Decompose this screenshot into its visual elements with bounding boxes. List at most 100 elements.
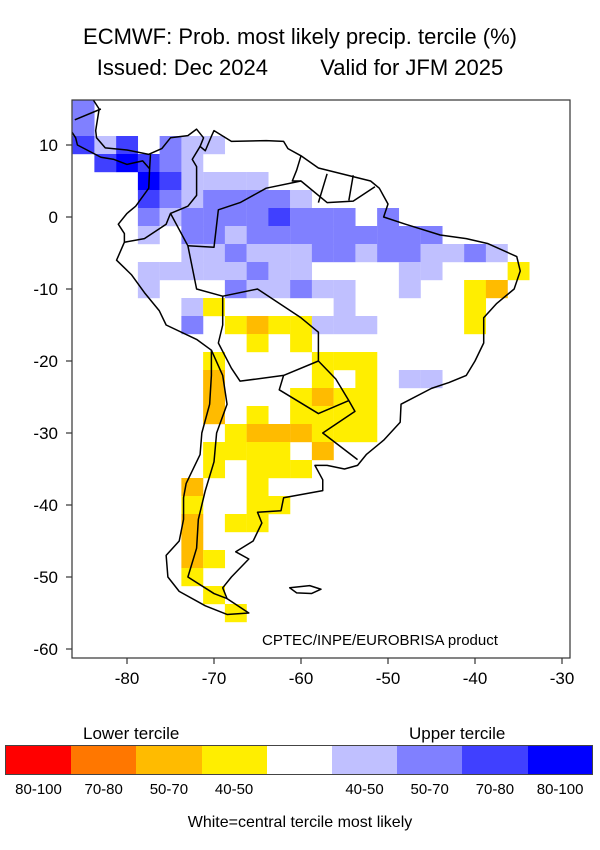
grid-cell [181, 226, 204, 245]
grid-cell [290, 334, 313, 353]
legend-bin-label: 50-70 [149, 781, 189, 798]
grid-cell [268, 496, 291, 515]
south-america-coastline [72, 100, 521, 616]
grid-cell [290, 208, 313, 227]
grid-cell [333, 226, 356, 245]
issued-date: Issued: Dec 2024 [96, 55, 268, 80]
grid-cell [246, 226, 269, 245]
grid-cell [333, 280, 356, 299]
grid-cell [246, 244, 269, 263]
lat-tick-label: -30 [33, 424, 58, 443]
grid-cell [246, 262, 269, 281]
falkland-islands [288, 584, 322, 595]
grid-cell [203, 460, 226, 479]
product-credit: CPTEC/INPE/EUROBRISA product [262, 632, 499, 649]
grid-cell [246, 442, 269, 461]
legend-swatch [332, 746, 398, 775]
grid-cell [159, 154, 182, 173]
country-border [148, 154, 152, 169]
grid-cell [377, 244, 400, 263]
grid-cell [311, 280, 334, 299]
grid-cell [203, 442, 226, 461]
grid-cell [246, 514, 269, 533]
grid-cell [116, 154, 139, 173]
grid-cell [311, 226, 334, 245]
country-border [187, 349, 228, 600]
grid-cell [159, 172, 182, 191]
grid-cell [290, 316, 313, 335]
grid-cell [159, 136, 182, 155]
grid-cell [246, 208, 269, 227]
map-subtitle: Issued: Dec 2024 Valid for JFM 2025 [0, 55, 600, 81]
legend-bin-label: 40-50 [345, 781, 384, 798]
grid-cell [224, 514, 247, 533]
grid-cell [355, 352, 378, 371]
axis-ticks: -80 -70 -60 -50 -40 -30 10 0 -10 -20 -30 -40 -50 -60 [33, 136, 574, 688]
lon-tick-label: -60 [289, 669, 314, 688]
lon-tick-label: -50 [376, 669, 401, 688]
grid-cell [246, 334, 269, 353]
grid-cell [268, 280, 291, 299]
grid-cell [355, 244, 378, 263]
grid-cell [246, 478, 269, 497]
legend-swatch [6, 746, 72, 775]
legend-swatch [71, 746, 137, 775]
grid-cell [203, 550, 226, 569]
country-border [187, 245, 359, 461]
legend-swatch [201, 746, 267, 775]
legend-bin-label: 40-50 [214, 781, 254, 798]
grid-cell [246, 190, 269, 209]
grid-cell [355, 406, 378, 425]
country-border [124, 212, 189, 247]
lon-tick-label: -80 [115, 669, 140, 688]
grid-cell [507, 262, 530, 281]
map-title: ECMWF: Prob. most likely precip. tercile… [83, 24, 517, 49]
grid-cell [355, 316, 378, 335]
grid-cell [333, 316, 356, 335]
country-border [317, 173, 328, 203]
grid-cell [203, 208, 226, 227]
grid-cell [311, 352, 334, 371]
legend-bin-label: 80-100 [536, 781, 584, 798]
grid-cell [72, 118, 95, 137]
grid-cell [159, 208, 182, 227]
grid-cell [398, 280, 421, 299]
grid-cell [333, 244, 356, 263]
legend-swatch [266, 746, 332, 775]
grid-cell [311, 370, 334, 389]
grid-cell [398, 262, 421, 281]
grid-cell [224, 442, 247, 461]
grid-cell [290, 460, 313, 479]
grid-cell [203, 370, 226, 389]
grid-cell [464, 298, 487, 317]
grid-cell [333, 424, 356, 443]
grid-cell [159, 190, 182, 209]
grid-cell [398, 370, 421, 389]
grid-cell [246, 496, 269, 515]
grid-cell [203, 262, 226, 281]
grid-cell [268, 460, 291, 479]
grid-cell [290, 424, 313, 443]
grid-cell [333, 298, 356, 317]
grid-cell [311, 208, 334, 227]
grid-cell [268, 190, 291, 209]
lat-tick-label: -10 [33, 280, 58, 299]
grid-cell [181, 496, 204, 515]
plot-frame [71, 99, 571, 659]
grid-cell [333, 208, 356, 227]
grid-cell [94, 154, 117, 173]
grid-cell [485, 244, 508, 263]
coastlines [72, 100, 521, 616]
grid-cell [203, 136, 226, 155]
grid-cell [268, 316, 291, 335]
grid-cell [224, 424, 247, 443]
grid-cell [355, 388, 378, 407]
lat-tick-label: 0 [49, 208, 58, 227]
grid-cell [355, 424, 378, 443]
grid-cell [290, 280, 313, 299]
valid-period: Valid for JFM 2025 [320, 55, 504, 80]
grid-cell [333, 388, 356, 407]
grid-cell [290, 226, 313, 245]
grid-cell [377, 226, 400, 245]
